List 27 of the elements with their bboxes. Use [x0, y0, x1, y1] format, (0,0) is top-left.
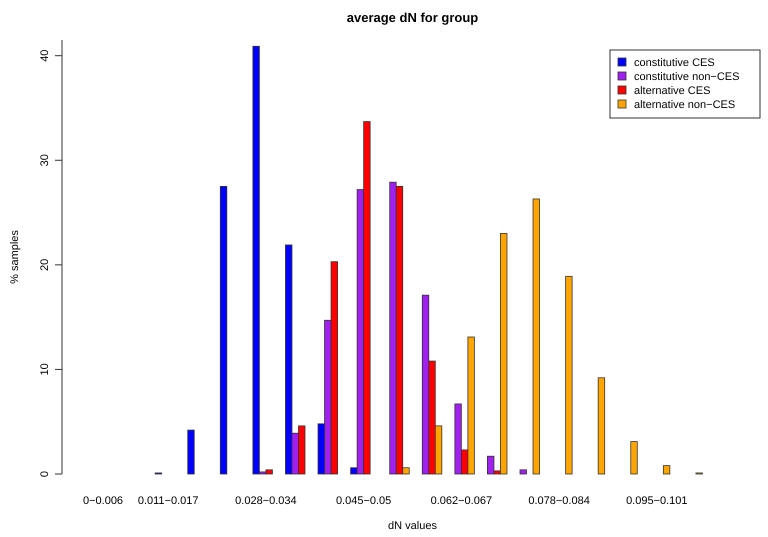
y-tick-label: 10	[39, 363, 51, 376]
bar	[520, 469, 527, 474]
x-tick-label: 0.011−0.017	[138, 495, 199, 507]
legend-label: alternative non−CES	[634, 99, 736, 111]
x-tick-label: 0.095−0.101	[626, 495, 688, 507]
x-tick-label: 0−0.006	[82, 495, 124, 507]
bar	[662, 465, 670, 474]
legend-label: constitutive non−CES	[634, 71, 740, 83]
y-tick-label: 0	[39, 470, 51, 478]
y-tick-label: 20	[39, 258, 51, 271]
y-tick-label: 40	[39, 50, 51, 62]
y-tick-label: 30	[39, 154, 51, 166]
x-tick-label: 0.062−0.067	[430, 495, 492, 507]
bar	[187, 430, 195, 474]
bar	[565, 276, 573, 474]
bar	[220, 186, 228, 474]
x-tick-label: 0.028−0.034	[235, 495, 297, 507]
bar	[532, 198, 540, 474]
chart-title: average dN for group	[346, 10, 478, 25]
y-axis-title: % samples	[9, 230, 21, 284]
x-tick-label: 0.045−0.05	[336, 495, 392, 507]
x-tick-label: 0.078−0.084	[528, 495, 590, 507]
bar	[598, 377, 606, 474]
legend-label: constitutive CES	[634, 57, 715, 69]
bar	[630, 441, 638, 474]
legend-label: alternative CES	[634, 85, 710, 97]
x-axis-title: dN values	[388, 520, 438, 532]
